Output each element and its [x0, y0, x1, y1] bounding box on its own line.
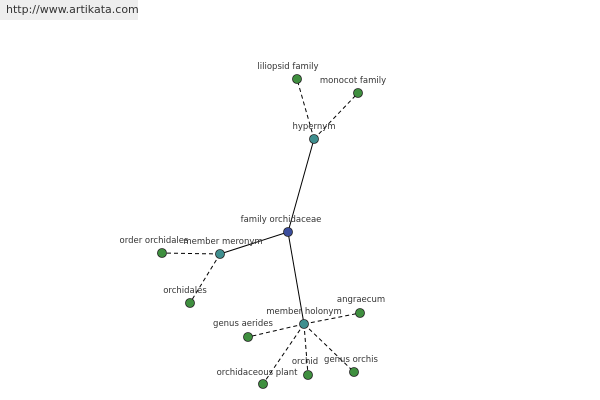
- edge-dashed: [161, 252, 221, 255]
- node-label: orchidaceous plant: [217, 368, 299, 378]
- node-label: member holonym: [266, 307, 341, 317]
- edge: [219, 231, 289, 255]
- edge-dashed: [296, 78, 315, 140]
- site-url: http://www.artikata.com: [0, 0, 139, 20]
- node-label: genus aerides: [213, 319, 273, 329]
- node-label: genus orchis: [324, 355, 378, 365]
- node-label: order orchidales: [120, 236, 189, 246]
- edge-dashed: [189, 253, 221, 304]
- edge-dashed: [303, 312, 361, 325]
- node-label: orchidales: [163, 286, 207, 296]
- node-label: member meronym: [183, 237, 262, 247]
- edge-dashed: [262, 323, 305, 385]
- node-label: liliopsid family: [257, 62, 318, 72]
- edge-dashed: [313, 92, 359, 140]
- node-label: angraecum: [337, 295, 385, 305]
- node: [283, 227, 293, 237]
- node: [292, 74, 302, 84]
- edge: [287, 231, 305, 325]
- node: [353, 88, 363, 98]
- node-label: orchid: [292, 357, 318, 367]
- node-label: family orchidaceae: [241, 215, 322, 225]
- node: [303, 370, 313, 380]
- node: [349, 367, 359, 377]
- node: [299, 319, 309, 329]
- node: [309, 134, 319, 144]
- node-label: monocot family: [320, 76, 386, 86]
- node: [258, 379, 268, 389]
- node: [157, 248, 167, 258]
- edge-dashed: [303, 323, 309, 376]
- edge-dashed: [247, 323, 305, 338]
- node-label: hypernym: [292, 122, 335, 132]
- node: [355, 308, 365, 318]
- node: [215, 249, 225, 259]
- edge: [287, 138, 315, 233]
- node: [243, 332, 253, 342]
- node: [185, 298, 195, 308]
- edge-dashed: [303, 323, 355, 373]
